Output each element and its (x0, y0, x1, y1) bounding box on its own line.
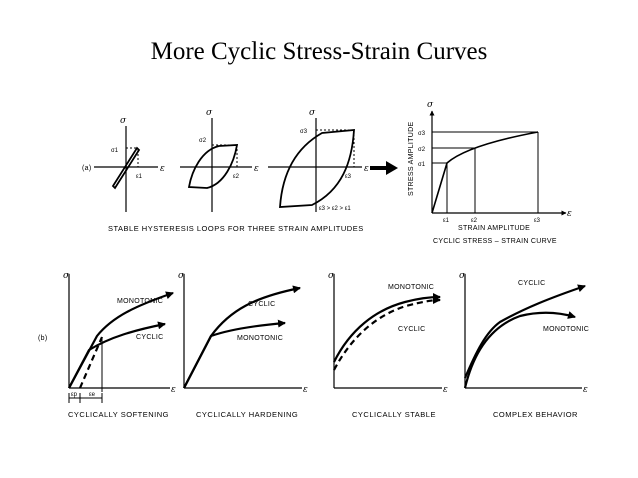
panel-cyclically-hardening: σ ε CYCLIC MONOTONIC CYCLICALLY HARDENIN… (178, 271, 308, 419)
svg-text:σ: σ (459, 271, 466, 281)
y-tick-sigma1: σ1 (418, 162, 426, 168)
loop1-stress-label: σ1 (111, 148, 119, 154)
svg-text:ε: ε (171, 385, 176, 395)
x-tick-eps3: ε3 (534, 218, 541, 224)
cyclic-curve-caption: CYCLIC STRESS – STRAIN CURVE (433, 238, 557, 245)
label-monotonic: MONOTONIC (117, 298, 163, 305)
label-monotonic: MONOTONIC (237, 335, 283, 342)
part-a-caption: STABLE HYSTERESIS LOOPS FOR THREE STRAIN… (108, 224, 364, 233)
x-tick-eps1: ε1 (443, 218, 450, 224)
hysteresis-loop-1: σ ε σ1 ε1 (94, 116, 165, 212)
part-a-label: (a) (82, 165, 91, 172)
label-monotonic: MONOTONIC (388, 284, 434, 291)
loop1-epsilon: ε (160, 164, 165, 174)
cyclic-curve (333, 296, 441, 371)
svg-text:σ: σ (178, 271, 185, 281)
label-cyclic: CYCLIC (248, 301, 275, 308)
loop2-strain-label: ε2 (233, 174, 240, 180)
svg-text:σ: σ (63, 271, 70, 281)
svg-text:ε: ε (583, 385, 588, 395)
svg-text:σ: σ (328, 271, 335, 281)
label-monotonic: MONOTONIC (543, 326, 589, 333)
caption-softening: CYCLICALLY SOFTENING (68, 410, 169, 419)
svg-text:ε: ε (303, 385, 308, 395)
slide-title: More Cyclic Stress-Strain Curves (150, 38, 488, 65)
panel-complex-behavior: σ ε CYCLIC MONOTONIC COMPLEX BEHAVIOR (459, 271, 589, 419)
monotonic-curve (333, 293, 441, 363)
right-arrow-icon (370, 161, 398, 175)
loop1-curve (111, 146, 141, 190)
x-tick-eps2: ε2 (471, 218, 478, 224)
panel-cyclically-stable: σ ε MONOTONIC CYCLIC CYCLICALLY STABLE (328, 271, 448, 419)
cyclic-curve (68, 321, 166, 389)
label-cyclic: CYCLIC (398, 326, 425, 333)
loop2-sigma: σ (206, 108, 213, 118)
curve-epsilon: ε (567, 209, 572, 219)
loop3-curve (279, 129, 355, 208)
caption-stable: CYCLICALLY STABLE (352, 410, 436, 419)
loop3-strain-label: ε3 (345, 174, 352, 180)
part-b-label: (b) (38, 335, 47, 342)
monotonic-curve (68, 291, 174, 389)
monotonic-curve (463, 311, 576, 389)
stress-amplitude-label: STRESS AMPLITUDE (408, 122, 415, 196)
loop1-strain-label: ε1 (136, 174, 143, 180)
loop3-sigma: σ (309, 108, 316, 118)
loop3-stress-label: σ3 (300, 129, 308, 135)
svg-text:ε: ε (443, 385, 448, 395)
y-tick-sigma3: σ3 (418, 131, 426, 137)
panel-cyclically-softening: σ ε MONOTONIC CYCLIC εp εe CYCLICALLY SO… (63, 271, 176, 419)
loop2-stress-label: σ2 (199, 138, 207, 144)
loop3-epsilon: ε (364, 164, 369, 174)
plastic-strain-label: εp (71, 392, 78, 398)
monotonic-curve (183, 319, 286, 389)
cyclic-curve (183, 285, 301, 389)
caption-complex: COMPLEX BEHAVIOR (493, 410, 578, 419)
elastic-strain-label: εe (89, 392, 96, 398)
hysteresis-loop-2: σ ε σ2 ε2 (180, 108, 259, 212)
strain-amplitude-label: STRAIN AMPLITUDE (458, 225, 530, 232)
cyclic-curve (463, 284, 586, 379)
loop1-sigma: σ (120, 116, 127, 126)
cyclic-curve-line (431, 131, 539, 214)
y-tick-sigma2: σ2 (418, 147, 426, 153)
hysteresis-loop-3: σ ε σ3 ε3 ε3 > ε2 > ε1 (268, 108, 369, 212)
cyclic-stress-strain-curve: σ ε STRESS AMPLITUDE σ3 σ2 σ1 ε1 ε2 ε3 S… (408, 100, 572, 245)
loop2-epsilon: ε (254, 164, 259, 174)
strain-inequality: ε3 > ε2 > ε1 (319, 206, 351, 212)
label-cyclic: CYCLIC (136, 334, 163, 341)
label-cyclic: CYCLIC (518, 280, 545, 287)
caption-hardening: CYCLICALLY HARDENING (196, 410, 298, 419)
curve-sigma: σ (427, 100, 434, 110)
